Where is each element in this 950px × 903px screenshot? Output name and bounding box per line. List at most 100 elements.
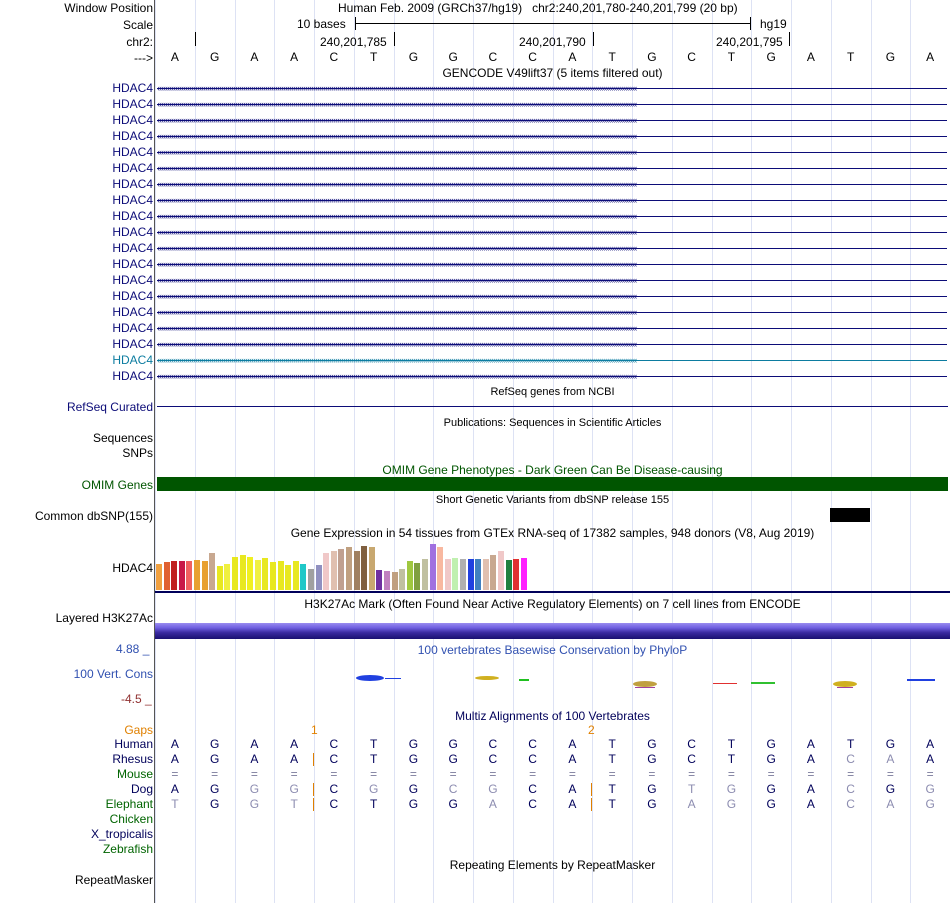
gtex-tissue-bar[interactable] (437, 547, 444, 590)
gtex-tissue-bar[interactable] (186, 561, 193, 590)
publications-track-title[interactable]: Publications: Sequences in Scientific Ar… (443, 417, 662, 429)
phylop-logo[interactable] (155, 672, 950, 708)
gencode-gene-label[interactable]: HDAC4 (112, 289, 153, 303)
gtex-tissue-bar[interactable] (323, 553, 330, 590)
gtex-bar-chart[interactable] (155, 540, 950, 590)
gtex-tissue-bar[interactable] (490, 555, 497, 590)
gtex-tissue-bar[interactable] (368, 547, 375, 590)
gtex-tissue-bar[interactable] (384, 571, 390, 590)
gencode-transcript[interactable]: ‹‹‹‹‹‹‹‹‹‹‹‹‹‹‹‹‹‹‹‹‹‹‹‹‹‹‹‹‹‹‹‹‹‹‹‹‹‹‹‹… (157, 161, 947, 175)
gtex-tissue-bar[interactable] (254, 560, 261, 590)
species-label[interactable]: Human (114, 737, 153, 751)
gencode-gene-label[interactable]: HDAC4 (112, 305, 153, 319)
gtex-tissue-bar[interactable] (452, 558, 459, 590)
gtex-tissue-bar[interactable] (224, 564, 231, 590)
gtex-tissue-bar[interactable] (475, 559, 482, 590)
gencode-transcript[interactable]: ‹‹‹‹‹‹‹‹‹‹‹‹‹‹‹‹‹‹‹‹‹‹‹‹‹‹‹‹‹‹‹‹‹‹‹‹‹‹‹‹… (157, 241, 947, 255)
gtex-tissue-bar[interactable] (391, 572, 398, 590)
gencode-transcript[interactable]: ‹‹‹‹‹‹‹‹‹‹‹‹‹‹‹‹‹‹‹‹‹‹‹‹‹‹‹‹‹‹‹‹‹‹‹‹‹‹‹‹… (157, 289, 947, 303)
gtex-tissue-bar[interactable] (163, 562, 170, 590)
gencode-gene-label[interactable]: HDAC4 (112, 337, 153, 351)
gtex-tissue-bar[interactable] (406, 561, 413, 590)
gencode-transcript[interactable]: ‹‹‹‹‹‹‹‹‹‹‹‹‹‹‹‹‹‹‹‹‹‹‹‹‹‹‹‹‹‹‹‹‹‹‹‹‹‹‹‹… (157, 273, 947, 287)
multiz-track-title[interactable]: Multiz Alignments of 100 Vertebrates (455, 709, 650, 723)
omim-track-title[interactable]: OMIM Gene Phenotypes - Dark Green Can Be… (382, 463, 723, 477)
gencode-track-title[interactable]: GENCODE V49lift37 (5 items filtered out) (442, 66, 663, 80)
gtex-tissue-bar[interactable] (292, 561, 299, 590)
gtex-track-title[interactable]: Gene Expression in 54 tissues from GTEx … (290, 526, 815, 540)
gtex-tissue-bar[interactable] (422, 559, 428, 590)
gtex-tissue-bar[interactable] (444, 559, 451, 590)
gtex-tissue-bar[interactable] (315, 565, 322, 590)
gtex-tissue-bar[interactable] (414, 563, 421, 590)
gtex-tissue-bar[interactable] (361, 546, 368, 590)
gencode-gene-label[interactable]: HDAC4 (112, 225, 153, 239)
omim-label[interactable]: OMIM Genes (81, 478, 153, 492)
gtex-tissue-bar[interactable] (277, 561, 284, 590)
gencode-gene-label[interactable]: HDAC4 (112, 113, 153, 127)
gencode-gene-label[interactable]: HDAC4 (112, 353, 153, 367)
gtex-tissue-bar[interactable] (460, 559, 466, 590)
gtex-tissue-bar[interactable] (520, 558, 527, 590)
gtex-tissue-bar[interactable] (194, 560, 200, 590)
gtex-tissue-bar[interactable] (399, 569, 406, 590)
gencode-gene-label[interactable]: HDAC4 (112, 145, 153, 159)
refseq-gene-line[interactable] (157, 406, 948, 407)
gencode-transcript[interactable]: ‹‹‹‹‹‹‹‹‹‹‹‹‹‹‹‹‹‹‹‹‹‹‹‹‹‹‹‹‹‹‹‹‹‹‹‹‹‹‹‹… (157, 337, 947, 351)
gtex-tissue-bar[interactable] (338, 549, 345, 590)
gencode-gene-label[interactable]: HDAC4 (112, 241, 153, 255)
species-label[interactable]: Dog (130, 782, 153, 796)
gtex-tissue-bar[interactable] (513, 559, 520, 590)
gencode-transcript[interactable]: ‹‹‹‹‹‹‹‹‹‹‹‹‹‹‹‹‹‹‹‹‹‹‹‹‹‹‹‹‹‹‹‹‹‹‹‹‹‹‹‹… (157, 145, 947, 159)
gtex-tissue-bar[interactable] (201, 561, 208, 590)
gtex-tissue-bar[interactable] (482, 559, 489, 590)
omim-gene-bar[interactable] (157, 477, 948, 491)
gencode-gene-label[interactable]: HDAC4 (112, 81, 153, 95)
phylop-track-title[interactable]: 100 vertebrates Basewise Conservation by… (417, 643, 688, 657)
gencode-gene-label[interactable]: HDAC4 (112, 177, 153, 191)
gtex-tissue-bar[interactable] (505, 560, 512, 590)
gtex-tissue-bar[interactable] (270, 562, 276, 590)
gtex-tissue-bar[interactable] (216, 566, 223, 590)
gencode-transcript[interactable]: ‹‹‹‹‹‹‹‹‹‹‹‹‹‹‹‹‹‹‹‹‹‹‹‹‹‹‹‹‹‹‹‹‹‹‹‹‹‹‹‹… (157, 257, 947, 271)
gencode-transcript[interactable]: ‹‹‹‹‹‹‹‹‹‹‹‹‹‹‹‹‹‹‹‹‹‹‹‹‹‹‹‹‹‹‹‹‹‹‹‹‹‹‹‹… (157, 97, 947, 111)
gtex-label[interactable]: HDAC4 (112, 561, 153, 575)
species-label[interactable]: Chicken (109, 812, 153, 826)
gencode-gene-label[interactable]: HDAC4 (112, 129, 153, 143)
dbsnp-variant[interactable] (830, 508, 870, 522)
gtex-tissue-bar[interactable] (178, 561, 185, 590)
gencode-transcript[interactable]: ‹‹‹‹‹‹‹‹‹‹‹‹‹‹‹‹‹‹‹‹‹‹‹‹‹‹‹‹‹‹‹‹‹‹‹‹‹‹‹‹… (157, 225, 947, 239)
gtex-tissue-bar[interactable] (330, 551, 337, 590)
gencode-gene-label[interactable]: HDAC4 (112, 97, 153, 111)
publications-sequences-label[interactable]: Sequences (92, 431, 153, 445)
gtex-tissue-bar[interactable] (467, 559, 474, 590)
gencode-gene-label[interactable]: HDAC4 (112, 321, 153, 335)
gtex-tissue-bar[interactable] (429, 544, 436, 590)
repeatmasker-label[interactable]: RepeatMasker (74, 873, 153, 887)
publications-snps-label[interactable]: SNPs (122, 446, 153, 460)
gencode-gene-label[interactable]: HDAC4 (112, 209, 153, 223)
species-label[interactable]: Elephant (105, 797, 153, 811)
gtex-tissue-bar[interactable] (308, 569, 314, 590)
species-label[interactable]: X_tropicalis (90, 827, 153, 841)
gtex-tissue-bar[interactable] (498, 551, 504, 590)
gencode-gene-label[interactable]: HDAC4 (112, 369, 153, 383)
gencode-transcript[interactable]: ‹‹‹‹‹‹‹‹‹‹‹‹‹‹‹‹‹‹‹‹‹‹‹‹‹‹‹‹‹‹‹‹‹‹‹‹‹‹‹‹… (157, 193, 947, 207)
gencode-transcript[interactable]: ‹‹‹‹‹‹‹‹‹‹‹‹‹‹‹‹‹‹‹‹‹‹‹‹‹‹‹‹‹‹‹‹‹‹‹‹‹‹‹‹… (157, 209, 947, 223)
gtex-tissue-bar[interactable] (171, 561, 178, 590)
gtex-tissue-bar[interactable] (376, 570, 383, 590)
gencode-transcript[interactable]: ‹‹‹‹‹‹‹‹‹‹‹‹‹‹‹‹‹‹‹‹‹‹‹‹‹‹‹‹‹‹‹‹‹‹‹‹‹‹‹‹… (157, 321, 947, 335)
gtex-tissue-bar[interactable] (156, 564, 162, 590)
gencode-transcript[interactable]: ‹‹‹‹‹‹‹‹‹‹‹‹‹‹‹‹‹‹‹‹‹‹‹‹‹‹‹‹‹‹‹‹‹‹‹‹‹‹‹‹… (157, 369, 947, 383)
phylop-label[interactable]: 100 Vert. Cons (73, 667, 153, 681)
h3k27ac-label[interactable]: Layered H3K27Ac (55, 611, 153, 625)
species-label[interactable]: Zebrafish (102, 842, 153, 856)
gencode-transcript[interactable]: ‹‹‹‹‹‹‹‹‹‹‹‹‹‹‹‹‹‹‹‹‹‹‹‹‹‹‹‹‹‹‹‹‹‹‹‹‹‹‹‹… (157, 353, 947, 367)
gencode-gene-label[interactable]: HDAC4 (112, 273, 153, 287)
refseq-track-title[interactable]: RefSeq genes from NCBI (490, 386, 615, 398)
gencode-transcript[interactable]: ‹‹‹‹‹‹‹‹‹‹‹‹‹‹‹‹‹‹‹‹‹‹‹‹‹‹‹‹‹‹‹‹‹‹‹‹‹‹‹‹… (157, 81, 947, 95)
gencode-gene-label[interactable]: HDAC4 (112, 161, 153, 175)
gencode-transcript[interactable]: ‹‹‹‹‹‹‹‹‹‹‹‹‹‹‹‹‹‹‹‹‹‹‹‹‹‹‹‹‹‹‹‹‹‹‹‹‹‹‹‹… (157, 305, 947, 319)
gencode-transcript[interactable]: ‹‹‹‹‹‹‹‹‹‹‹‹‹‹‹‹‹‹‹‹‹‹‹‹‹‹‹‹‹‹‹‹‹‹‹‹‹‹‹‹… (157, 177, 947, 191)
gencode-gene-label[interactable]: HDAC4 (112, 193, 153, 207)
